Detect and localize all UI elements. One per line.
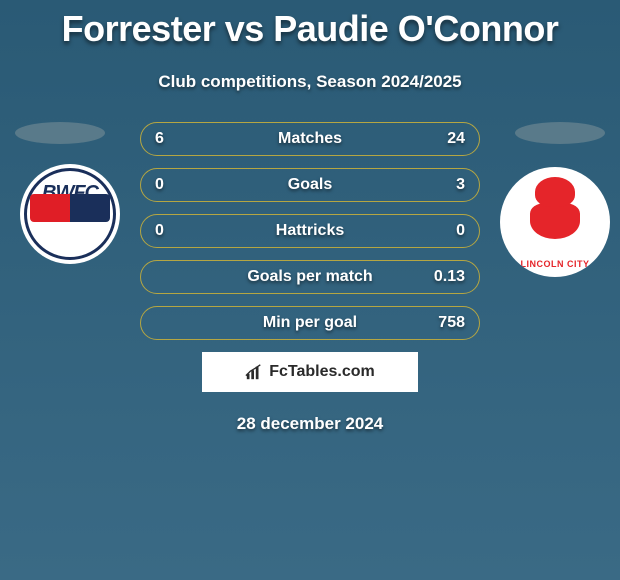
- stat-label: Hattricks: [276, 222, 344, 240]
- platform-left: [15, 122, 105, 144]
- club-crest-left: BWFC: [20, 164, 120, 264]
- stat-row-goals: 0 Goals 3: [140, 168, 480, 202]
- stat-left-value: 6: [155, 130, 185, 148]
- stat-right-value: 0: [435, 222, 465, 240]
- crest-left-ribbon: [30, 194, 110, 222]
- imp-icon: [520, 177, 590, 247]
- stat-label: Matches: [278, 130, 342, 148]
- stat-right-value: 758: [435, 314, 465, 332]
- page-title: Forrester vs Paudie O'Connor: [0, 0, 620, 50]
- stat-row-goals-per-match: Goals per match 0.13: [140, 260, 480, 294]
- stat-row-min-per-goal: Min per goal 758: [140, 306, 480, 340]
- stat-right-value: 3: [435, 176, 465, 194]
- stat-left-value: 0: [155, 222, 185, 240]
- stat-row-matches: 6 Matches 24: [140, 122, 480, 156]
- comparison-area: BWFC LINCOLN CITY 6 Matches 24 0 Goals 3…: [0, 122, 620, 434]
- date-line: 28 december 2024: [0, 414, 620, 434]
- fctables-attribution[interactable]: FcTables.com: [202, 352, 418, 392]
- stat-right-value: 0.13: [434, 268, 465, 286]
- stat-label: Goals per match: [247, 268, 372, 286]
- crest-right-arc-text: LINCOLN CITY: [500, 259, 610, 269]
- stat-rows: 6 Matches 24 0 Goals 3 0 Hattricks 0 Goa…: [140, 122, 480, 340]
- platform-right: [515, 122, 605, 144]
- stat-row-hattricks: 0 Hattricks 0: [140, 214, 480, 248]
- subtitle: Club competitions, Season 2024/2025: [0, 72, 620, 92]
- club-crest-right: LINCOLN CITY: [500, 167, 620, 287]
- bar-chart-icon: [245, 363, 263, 381]
- stat-label: Goals: [288, 176, 332, 194]
- stat-right-value: 24: [435, 130, 465, 148]
- stat-left-value: 0: [155, 176, 185, 194]
- stat-label: Min per goal: [263, 314, 357, 332]
- fctables-label: FcTables.com: [269, 363, 375, 381]
